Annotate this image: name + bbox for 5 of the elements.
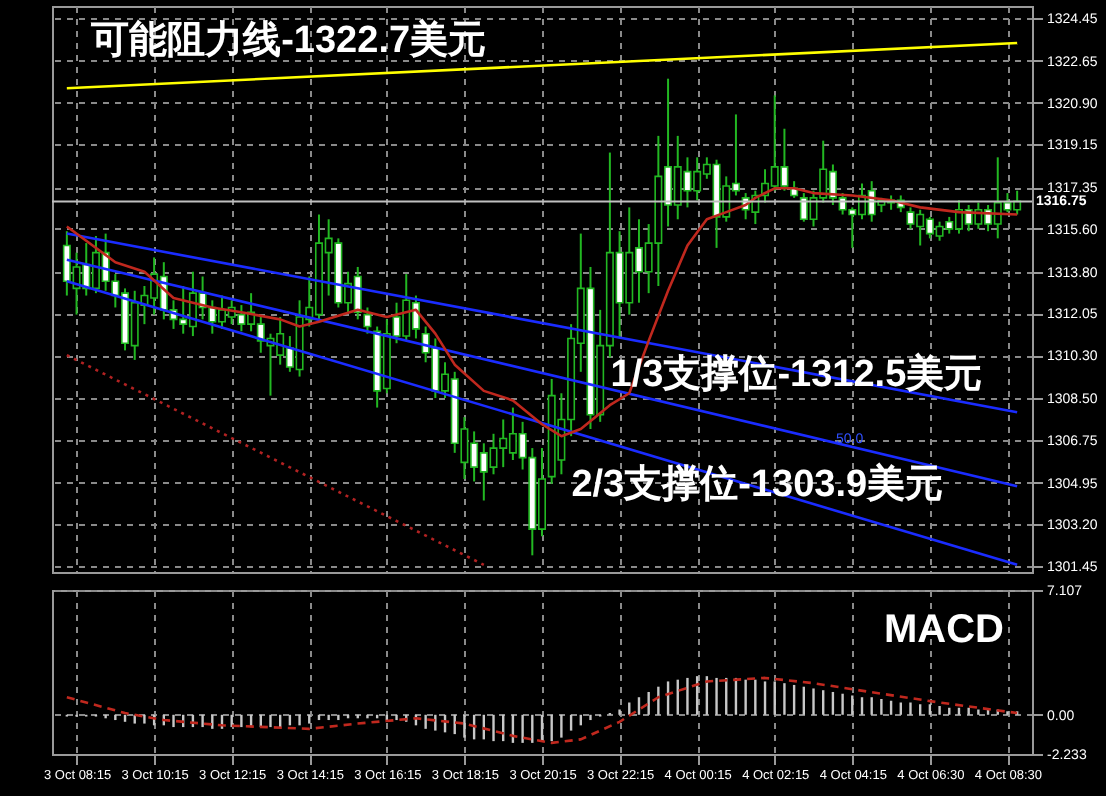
line-series xyxy=(65,676,1019,745)
candlestick xyxy=(363,306,372,335)
annotation: 可能阻力线-1322.7美元 xyxy=(89,17,487,62)
chart-title: MACD xyxy=(884,608,1004,652)
annotation: 2/3支撑位-1303.9美元 xyxy=(571,462,944,507)
